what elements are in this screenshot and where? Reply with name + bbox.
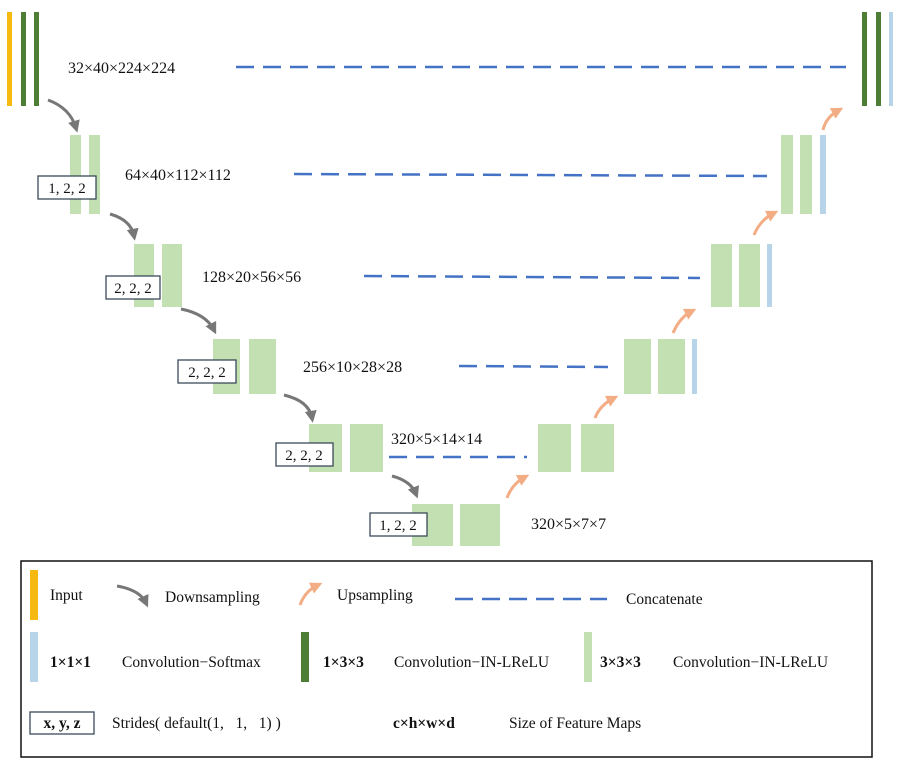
concatenate-line <box>293 172 768 178</box>
legend-stride-key: x, y, z <box>43 715 80 732</box>
level-1: 1, 2, 2 64×40×112×112 <box>37 98 844 214</box>
legend-input-label: Input <box>50 587 83 604</box>
decoder-conv-1x3x3-bar <box>862 12 867 106</box>
softmax-output-bar <box>692 339 697 394</box>
stride-box <box>177 359 237 384</box>
decoder-conv-3x3x3-block <box>624 339 651 394</box>
legend-conv-3x3x3-swatch <box>584 632 592 682</box>
downsampling-arrow <box>180 307 217 335</box>
legend-conv-3x3x3-kernel: 3×3×3 <box>600 654 641 671</box>
upsampling-arrow <box>671 308 697 334</box>
bottleneck-conv-3x3x3-block <box>460 504 500 546</box>
concatenate-line <box>458 364 609 369</box>
legend-stride-label: Strides( default(1, 1, 1) ) <box>112 715 281 732</box>
feature-size-label: 128×20×56×56 <box>202 269 301 286</box>
stride-label: 2, 2, 2 <box>114 281 152 297</box>
encoder-conv-3x3x3-block <box>70 135 81 214</box>
feature-size-label: 64×40×112×112 <box>125 167 231 184</box>
feature-size-label: 32×40×224×224 <box>68 60 175 77</box>
stride-box <box>105 275 161 300</box>
encoder-conv-3x3x3-block <box>162 244 182 307</box>
legend-downsampling-label: Downsampling <box>165 589 260 606</box>
legend-conv-1x3x3-swatch <box>301 632 309 682</box>
feature-size-label: 320×5×7×7 <box>531 516 606 533</box>
upsampling-arrow <box>752 210 779 236</box>
legend: Input Downsampling Upsampling Concatenat… <box>20 560 873 758</box>
upsampling-arrow <box>505 474 530 499</box>
upsampling-arrow <box>821 107 844 131</box>
legend-input-swatch <box>30 570 38 620</box>
encoder-conv-3x3x3-block <box>89 135 100 214</box>
legend-softmax-kernel: 1×1×1 <box>50 654 91 671</box>
level-4: 2, 2, 2 320×5×14×14 <box>275 393 619 472</box>
stride-label: 2, 2, 2 <box>285 448 323 464</box>
level-2: 2, 2, 2 128×20×56×56 <box>105 210 779 307</box>
concatenate-line <box>363 274 701 280</box>
legend-stride-box <box>29 711 95 735</box>
decoder-conv-3x3x3-block <box>781 135 793 214</box>
stride-box <box>275 442 334 467</box>
legend-conv-1x3x3-kernel: 1×3×3 <box>323 654 364 671</box>
legend-downsampling-icon <box>116 584 149 608</box>
legend-softmax-swatch <box>30 632 38 682</box>
decoder-conv-3x3x3-block <box>658 339 685 394</box>
downsampling-arrow <box>391 474 420 499</box>
encoder-conv-1x3x3-bar <box>21 12 26 106</box>
softmax-output-bar <box>889 12 893 106</box>
decoder-conv-3x3x3-block <box>800 135 812 214</box>
encoder-conv-3x3x3-block <box>249 339 276 394</box>
softmax-output-bar <box>820 135 826 214</box>
stride-label: 2, 2, 2 <box>188 365 226 381</box>
legend-concatenate-label: Concatenate <box>626 591 703 608</box>
legend-size-label: Size of Feature Maps <box>509 715 641 732</box>
level-5-bottleneck: 1, 2, 2 320×5×7×7 <box>369 474 606 546</box>
downsampling-arrow <box>109 212 139 241</box>
decoder-conv-1x3x3-bar <box>876 12 881 106</box>
legend-conv-3x3x3-label: Convolution−IN-LReLU <box>673 654 828 671</box>
legend-conv-1x3x3-label: Convolution−IN-LReLU <box>394 654 549 671</box>
legend-upsampling-label: Upsampling <box>337 587 413 604</box>
downsampling-arrow <box>283 393 317 423</box>
stride-box <box>37 175 97 200</box>
decoder-conv-3x3x3-block <box>711 244 732 307</box>
legend-size-key: c×h×w×d <box>393 715 455 732</box>
downsampling-arrow <box>47 98 80 133</box>
legend-upsampling-icon <box>298 582 323 606</box>
encoder-conv-3x3x3-block <box>350 424 383 472</box>
legend-frame <box>20 560 873 758</box>
feature-size-label: 320×5×14×14 <box>391 431 482 448</box>
stride-label: 1, 2, 2 <box>379 518 417 534</box>
level-0: 32×40×224×224 <box>7 12 893 106</box>
feature-size-label: 256×10×28×28 <box>303 359 402 376</box>
decoder-conv-3x3x3-block <box>739 244 760 307</box>
decoder-conv-3x3x3-block <box>538 424 571 472</box>
stride-box <box>369 512 428 537</box>
level-3: 2, 2, 2 256×10×28×28 <box>177 307 697 394</box>
softmax-output-bar <box>767 244 772 307</box>
decoder-conv-3x3x3-block <box>581 424 614 472</box>
legend-softmax-label: Convolution−Softmax <box>122 654 261 671</box>
encoder-conv-1x3x3-bar <box>34 12 39 106</box>
upsampling-arrow <box>593 395 619 419</box>
stride-label: 1, 2, 2 <box>48 181 86 197</box>
input-bar <box>7 12 12 106</box>
